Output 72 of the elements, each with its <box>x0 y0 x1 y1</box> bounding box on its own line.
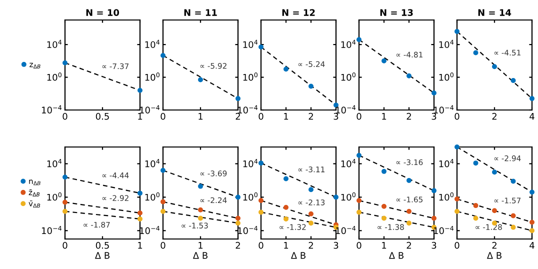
x-tick-label: 1 <box>284 113 288 120</box>
x-axis-title: Δ B <box>486 252 502 259</box>
y-tick-label: 10$^{4}$ <box>47 159 62 168</box>
chart-title: N = 11 <box>184 9 217 16</box>
y-tick-label: 10$^{−4}$ <box>238 105 258 114</box>
y-tick-label: 10$^{4}$ <box>341 159 356 168</box>
y-tick-label: 10$^{4}$ <box>145 159 160 168</box>
y-tick-label: 10$^{−4}$ <box>42 226 62 234</box>
y-tick-label: 10$^{4}$ <box>145 40 160 48</box>
x-tick-label: 2 <box>308 242 313 249</box>
chart-title: N = 12 <box>282 9 315 16</box>
y-tick-label: 10$^{0}$ <box>341 192 356 201</box>
x-tick-label: 0.5 <box>96 242 109 249</box>
y-tick-label: 10$^{−4}$ <box>42 105 62 114</box>
y-tick-label: 10$^{4}$ <box>47 40 62 48</box>
y-tick-label: 10$^{0}$ <box>439 72 454 81</box>
chart-title: N = 14 <box>478 9 512 16</box>
x-tick-label: 2 <box>236 112 240 120</box>
y-tick-label: 10$^{4}$ <box>341 40 356 48</box>
x-tick-label: 0 <box>356 112 362 120</box>
x-tick-label: 3 <box>334 112 338 120</box>
x-tick-label: 0 <box>454 242 460 249</box>
x-tick-label: 2 <box>406 112 411 120</box>
y-tick-label: 10$^{−4}$ <box>140 226 160 234</box>
x-tick-label: 0 <box>258 112 264 120</box>
y-tick-label: 10$^{0}$ <box>47 72 62 81</box>
x-tick-label: 4 <box>530 113 534 120</box>
y-tick-label: 10$^{0}$ <box>439 192 454 201</box>
y-tick-label: 10$^{−4}$ <box>336 105 356 114</box>
x-tick-label: 0.5 <box>96 112 109 120</box>
x-tick-label: 1 <box>382 113 386 120</box>
x-tick-label: 4 <box>530 242 534 249</box>
x-tick-label: 0 <box>454 112 460 120</box>
x-tick-label: 0 <box>258 242 264 249</box>
x-tick-label: 3 <box>334 242 338 249</box>
y-tick-label: 10$^{−4}$ <box>434 105 454 114</box>
x-tick-label: 1 <box>138 242 142 249</box>
x-tick-label: 0 <box>62 242 68 249</box>
x-tick-label: 1 <box>198 113 203 120</box>
x-tick-label: 0 <box>160 112 166 120</box>
y-tick-label: 10$^{0}$ <box>47 192 62 201</box>
y-tick-label: 10$^{−4}$ <box>140 105 160 114</box>
x-tick-label: 0 <box>356 242 362 249</box>
x-tick-label: 1 <box>284 242 288 249</box>
y-tick-label: 10$^{−4}$ <box>238 226 258 234</box>
x-tick-label: 2 <box>308 112 313 120</box>
y-tick-label: 10$^{0}$ <box>145 192 160 201</box>
x-tick-label: 3 <box>432 112 436 120</box>
x-tick-label: 0 <box>160 242 166 249</box>
chart-title: N = 10 <box>86 9 120 16</box>
x-tick-label: 1 <box>382 242 386 249</box>
x-tick-label: 2 <box>406 242 411 249</box>
y-tick-label: 10$^{4}$ <box>439 40 454 48</box>
x-axis-title: Δ B <box>94 252 110 259</box>
y-tick-label: 10$^{4}$ <box>439 159 454 168</box>
x-tick-label: 2 <box>236 242 240 249</box>
y-tick-label: 10$^{4}$ <box>243 159 258 168</box>
y-tick-label: 10$^{4}$ <box>243 40 258 48</box>
x-axis-title: Δ B <box>388 252 404 259</box>
x-tick-label: 1 <box>198 242 203 249</box>
x-tick-label: 1 <box>138 113 142 120</box>
y-tick-label: 10$^{0}$ <box>243 192 258 201</box>
x-tick-label: 3 <box>432 242 436 249</box>
x-tick-label: 2 <box>492 242 496 249</box>
chart-title: N = 13 <box>380 9 413 16</box>
y-tick-label: 10$^{0}$ <box>145 72 160 81</box>
x-tick-label: 0 <box>62 112 68 120</box>
x-axis-title: Δ B <box>290 252 306 259</box>
y-tick-label: 10$^{0}$ <box>341 72 356 81</box>
y-tick-label: 10$^{0}$ <box>243 72 258 81</box>
x-tick-label: 2 <box>492 112 496 120</box>
x-axis-title: Δ B <box>192 252 208 259</box>
